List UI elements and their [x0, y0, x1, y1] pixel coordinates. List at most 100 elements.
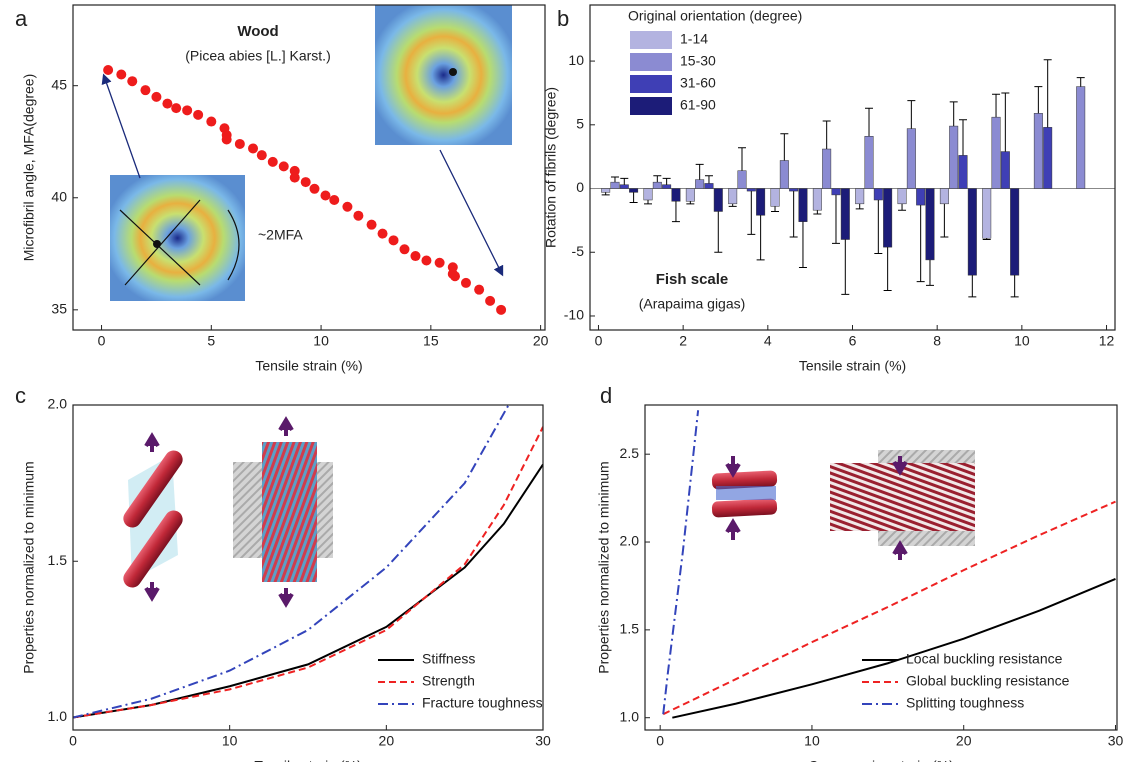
bar: [643, 188, 653, 201]
bar: [812, 188, 822, 211]
bar: [1033, 113, 1043, 189]
error-bar: [1001, 92, 1010, 152]
point: [460, 277, 471, 288]
error-bar: [686, 201, 695, 205]
bar: [831, 188, 841, 196]
error-bar: [671, 201, 680, 223]
bar: [949, 125, 959, 189]
point: [140, 85, 151, 96]
point: [127, 76, 138, 87]
error-bar: [916, 205, 925, 283]
y-tick-label: 40: [51, 188, 67, 204]
point: [366, 219, 377, 230]
x-tick-label: 0: [98, 333, 106, 349]
bar: [991, 116, 1001, 189]
y-tick-label: 1.5: [48, 552, 68, 568]
error-bar: [610, 176, 619, 183]
error-bar: [629, 192, 638, 204]
error-bar: [959, 119, 968, 156]
x-tick-label: 10: [313, 333, 329, 349]
panel: b Tensile strain (%) Rotation of fibrils (…: [543, 4, 1116, 374]
bar: [798, 188, 808, 222]
y-axis-label: Properties normalized to minimum: [21, 461, 37, 673]
bar: [916, 188, 926, 206]
panel-letter: b: [557, 6, 569, 31]
legend-label: 1-14: [680, 31, 708, 47]
point: [289, 172, 300, 183]
point: [256, 150, 267, 161]
x-tick-label: 20: [533, 333, 549, 349]
x-tick-label: 15: [423, 333, 439, 349]
bar: [737, 170, 747, 189]
legend-swatch: [630, 31, 672, 49]
bar: [704, 183, 714, 189]
annotation: ~2MFA: [258, 227, 303, 243]
x-tick-label: 8: [933, 333, 941, 349]
point: [103, 65, 114, 75]
bar: [671, 188, 681, 202]
bar: [601, 188, 611, 193]
point: [421, 255, 432, 266]
legend-label: Fracture toughness: [422, 695, 543, 711]
point: [162, 98, 173, 109]
annotation: Fish scale: [656, 271, 729, 288]
legend-label: Local buckling resistance: [906, 651, 1063, 667]
error-bar: [1010, 275, 1019, 298]
bar: [897, 188, 907, 205]
point: [399, 244, 410, 255]
point: [388, 235, 399, 246]
error-bar: [813, 210, 822, 215]
y-tick-label: 2.5: [620, 445, 640, 461]
legend-label: Stiffness: [422, 651, 475, 667]
error-bar: [644, 200, 653, 205]
compression-schematic: [711, 450, 975, 560]
x-axis-label: Tensile strain (%): [254, 758, 361, 762]
error-bar: [737, 147, 746, 171]
legend-label: Global buckling resistance: [906, 673, 1070, 689]
error-bar: [1034, 86, 1043, 114]
error-bar: [620, 177, 629, 185]
y-tick-label: 1.5: [620, 621, 640, 637]
point: [234, 138, 245, 149]
x-tick-label: 20: [956, 733, 972, 749]
axes-frame: [72, 404, 544, 731]
point: [278, 161, 289, 172]
error-bar: [940, 203, 949, 238]
curve: [73, 405, 510, 719]
error-bar: [855, 203, 864, 210]
bar: [958, 155, 968, 189]
y-tick-label: 2.0: [48, 396, 68, 412]
y-tick-label: 1.0: [48, 708, 68, 724]
error-bar: [925, 259, 934, 286]
axes-frame: [72, 4, 546, 331]
error-bar: [798, 221, 807, 269]
panel: c Tensile strain (%) Properties normalized…: [15, 383, 551, 762]
bar: [779, 160, 789, 189]
legend-swatch: [630, 53, 672, 71]
legend-swatch: [630, 97, 672, 115]
panel: d Compressive strain (%) Properties normal…: [596, 383, 1124, 762]
legend-label: 31-60: [680, 75, 716, 91]
point: [377, 228, 388, 239]
legend-swatch: [630, 75, 672, 93]
legend-title: Original orientation (degree): [628, 8, 802, 24]
error-bar: [695, 163, 704, 180]
curve: [672, 577, 1116, 719]
bar: [967, 188, 977, 276]
error-bar: [907, 100, 916, 129]
y-tick-label: 1.0: [620, 708, 640, 724]
point: [434, 257, 445, 268]
axes-frame: [644, 404, 1118, 731]
x-tick-label: 6: [849, 333, 857, 349]
x-tick-label: 10: [222, 733, 238, 749]
x-tick-label: 30: [535, 733, 551, 749]
annotation: (Picea abies [L.] Karst.): [185, 48, 331, 64]
error-bar: [789, 191, 798, 238]
x-tick-label: 10: [1014, 333, 1030, 349]
bar: [610, 181, 620, 189]
error-bar: [898, 203, 907, 211]
x-tick-label: 5: [207, 333, 215, 349]
bar: [906, 128, 916, 189]
y-tick-label: 0: [576, 179, 584, 195]
x-axis-label: Tensile strain (%): [255, 358, 362, 374]
